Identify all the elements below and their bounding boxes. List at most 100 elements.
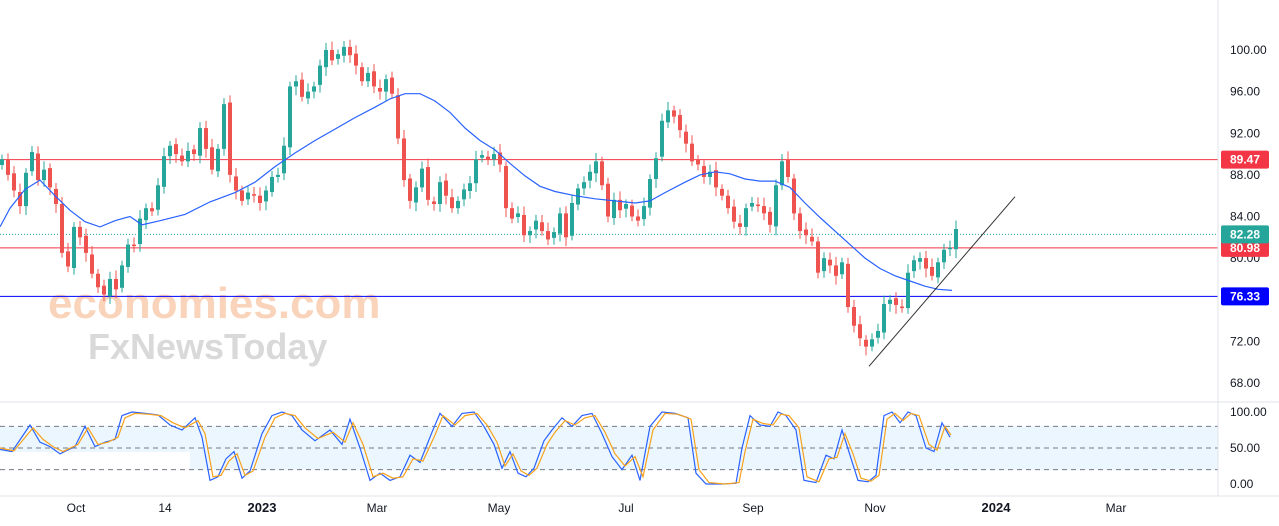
candle-body (198, 128, 202, 156)
moving-average-line (0, 93, 953, 291)
candle-body (240, 190, 244, 201)
candle-body (324, 50, 328, 68)
stochastic-tick-label: 50.00 (1230, 441, 1260, 455)
stochastic-axis[interactable]: 100.00 50.00 0.00 (1230, 405, 1267, 491)
candle-body (306, 91, 310, 99)
stochastic-pane[interactable] (0, 411, 1218, 485)
candle-body (252, 194, 256, 196)
time-tick-label: Oct (67, 501, 86, 515)
candle-body (936, 262, 940, 278)
candle-body (792, 178, 796, 214)
candle-body (906, 272, 910, 309)
candle-body (222, 104, 226, 149)
candle-body (402, 138, 406, 181)
candle-body (810, 236, 814, 242)
candle-body (594, 161, 598, 174)
candle-body (366, 72, 370, 82)
price-pane[interactable] (0, 39, 1218, 367)
candle-body (0, 159, 4, 165)
candle-body (948, 247, 952, 250)
candle-body (672, 110, 676, 117)
candle-body (474, 159, 478, 184)
candle-body (270, 176, 274, 193)
candle-body (768, 211, 772, 225)
candle-body (246, 192, 250, 200)
candle-body (918, 258, 922, 262)
candle-body (390, 77, 394, 94)
level-price-label: 82.28 (1230, 227, 1260, 241)
candle-body (756, 204, 760, 207)
candle-body (540, 222, 544, 232)
band-mask (0, 452, 190, 472)
candle-body (714, 170, 718, 188)
candle-body (654, 158, 658, 180)
candle-body (798, 213, 802, 232)
time-tick-label: Mar (1106, 501, 1127, 515)
candle-body (696, 159, 700, 165)
candle-body (522, 214, 526, 236)
candle-body (450, 197, 454, 209)
candle-body (18, 192, 22, 207)
candle-body (684, 131, 688, 144)
candle-body (846, 263, 850, 308)
candle-body (312, 86, 316, 92)
candle-body (30, 151, 34, 172)
support-trendline[interactable] (868, 196, 1016, 367)
candle-body (438, 182, 442, 205)
candle-body (564, 213, 568, 238)
stochastic-band (0, 425, 1218, 472)
time-axis[interactable]: Oct 14 2023 Mar May Jul Sep Nov 2024 Mar (67, 500, 1127, 515)
stochastic-d-line (0, 412, 952, 485)
candle-body (396, 95, 400, 139)
candle-body (588, 171, 592, 181)
price-tick-label: 100.00 (1230, 43, 1267, 57)
candle-body (264, 190, 268, 202)
candle-body (420, 168, 424, 188)
candle-body (348, 46, 352, 56)
candle-body (372, 71, 376, 87)
candle-body (378, 87, 382, 92)
candle-body (480, 155, 484, 158)
candle-body (876, 330, 880, 338)
time-tick-label: Sep (742, 501, 764, 515)
horizontal-levels (0, 159, 1218, 297)
candle-body (180, 155, 184, 162)
level-price-badge (1221, 225, 1269, 244)
candle-body (618, 199, 622, 211)
price-axis[interactable]: 100.0096.0092.0088.0084.0080.0076.0072.0… (1230, 43, 1267, 390)
candle-body (780, 161, 784, 186)
candle-body (138, 218, 142, 245)
price-tick-label: 92.00 (1230, 126, 1260, 140)
candle-body (762, 206, 766, 214)
candle-body (870, 339, 874, 347)
candle-body (546, 231, 550, 240)
candle-body (120, 265, 124, 288)
candle-body (582, 182, 586, 189)
candle-body (258, 195, 262, 203)
time-tick-label: Nov (864, 501, 885, 515)
candle-body (12, 173, 16, 191)
candle-body (486, 156, 490, 160)
candle-body (162, 156, 166, 187)
candle-body (456, 200, 460, 209)
price-labels: 89.47 80.98 76.33 82.28 (1221, 150, 1269, 306)
moving-average-series (0, 93, 953, 291)
candle-body (888, 299, 892, 304)
candle-body (852, 307, 856, 326)
price-tick-label: 96.00 (1230, 85, 1260, 99)
trendline-group[interactable] (868, 196, 1016, 367)
candle-body (774, 185, 778, 227)
candle-body (36, 153, 40, 181)
candle-body (342, 46, 346, 56)
candle-body (894, 298, 898, 305)
candle-body (840, 262, 844, 275)
candle-body (90, 254, 94, 274)
candle-body (528, 231, 532, 236)
candle-body (78, 226, 82, 238)
candle-body (48, 168, 52, 188)
candle-body (360, 67, 364, 82)
candle-body (816, 241, 820, 273)
candle-body (210, 147, 214, 170)
candle-body (738, 223, 742, 227)
candle-body (516, 213, 520, 218)
